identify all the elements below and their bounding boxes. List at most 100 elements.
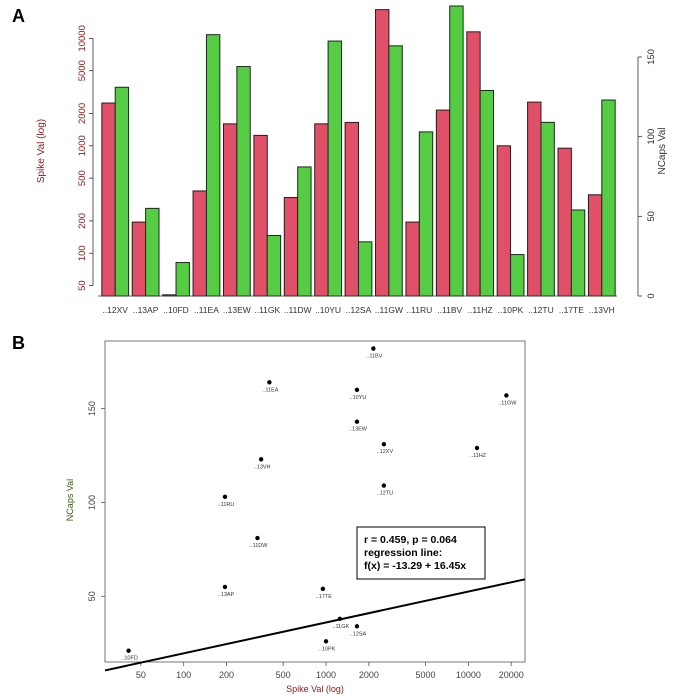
stats-line: f(x) = -13.29 + 16.45x (364, 560, 466, 572)
data-point (354, 387, 360, 393)
point-label: ..17TE (316, 594, 333, 600)
data-point (354, 419, 360, 424)
regression-line (104, 578, 526, 672)
bar-ncaps-6 (297, 166, 312, 297)
x-axis-title: Spike Val (log) (286, 684, 344, 694)
bar-spike-4 (222, 123, 238, 297)
point-label: ..11GW (498, 400, 517, 406)
bar-ncaps-0 (114, 86, 130, 297)
right-tick-label: 150 (646, 49, 657, 65)
panel-a-label: A (12, 6, 25, 26)
right-axis-title: NCaps Val (657, 127, 668, 174)
stats-box (356, 526, 486, 580)
x-tick-label: 200 (219, 670, 234, 680)
data-point (504, 393, 509, 398)
x-tick-label: ..12TU (528, 305, 554, 315)
point-label: ..10YU (350, 395, 367, 401)
bar-spike-7 (314, 123, 329, 297)
point-label: ..13VH (254, 464, 271, 470)
point-label: ..10PK (319, 646, 336, 652)
left-tick-label: 500 (77, 170, 88, 186)
point-label: ..12SA (350, 631, 367, 637)
point-label: ..11HZ (470, 453, 487, 459)
point-label: ..11BV (366, 354, 382, 360)
bar-ncaps-7 (327, 40, 342, 297)
x-tick-label: ..12SA (346, 305, 372, 315)
x-tick-label: 100 (176, 670, 191, 680)
x-tick-label: ..11DW (284, 305, 312, 315)
stats-line: regression line: (364, 547, 442, 559)
bar-spike-16 (587, 194, 603, 297)
x-tick-label: 5000 (415, 670, 435, 680)
point-label: ..10FD (121, 656, 138, 662)
point-label: ..11RU (218, 502, 235, 508)
x-tick-label: 10000 (456, 670, 481, 680)
x-tick-label: ..10PK (498, 305, 524, 315)
bar-spike-8 (344, 121, 360, 297)
data-point (126, 648, 131, 653)
y-axis-title: NCaps Val (65, 479, 75, 521)
point-label: ..11DW (250, 543, 269, 549)
data-point (381, 442, 387, 447)
x-tick-label: ..13VH (589, 305, 615, 315)
bar-spike-0 (101, 102, 116, 297)
x-tick-label: ..10YU (315, 305, 341, 315)
y-tick-label: 100 (87, 495, 97, 510)
x-tick-label: ..13EW (223, 305, 251, 315)
x-tick-label: ..11BV (437, 305, 462, 315)
point-label: ..13EW (349, 427, 368, 433)
bar-ncaps-14 (540, 121, 555, 297)
x-tick-label: 1000 (316, 670, 336, 680)
left-tick-label: 10000 (77, 25, 88, 51)
bar-ncaps-4 (236, 66, 251, 297)
data-point (381, 483, 387, 488)
bar-ncaps-8 (358, 241, 373, 297)
right-tick-label: 100 (646, 129, 657, 145)
left-tick-label: 100 (77, 245, 88, 261)
x-tick-label: 50 (136, 670, 146, 680)
x-tick-label: 500 (276, 670, 291, 680)
x-tick-label: ..12XV (102, 305, 128, 315)
y-tick-label: 50 (87, 591, 97, 601)
bar-ncaps-3 (205, 34, 221, 297)
panel-b-label: B (12, 333, 25, 353)
plot-frame (104, 340, 526, 663)
data-point (320, 586, 326, 591)
bar-spike-6 (283, 197, 299, 297)
bar-spike-5 (253, 134, 268, 297)
point-label: ..11EA (262, 387, 278, 393)
data-point (371, 346, 376, 351)
y-tick-label: 150 (87, 401, 97, 416)
data-point (474, 445, 480, 451)
bar-ncaps-2 (175, 262, 190, 297)
left-tick-label: 1000 (77, 135, 88, 156)
bar-spike-1 (131, 221, 147, 297)
bar-ncaps-10 (418, 131, 434, 297)
bar-ncaps-5 (266, 234, 282, 297)
data-point (255, 535, 260, 541)
bar-spike-15 (557, 147, 572, 297)
x-tick-label: ..11HZ (468, 305, 493, 315)
bar-ncaps-13 (510, 254, 525, 297)
data-point (323, 639, 329, 644)
point-label: ..11GK (332, 624, 349, 630)
left-tick-label: 2000 (77, 103, 88, 124)
x-tick-label: ..17TE (559, 305, 584, 315)
data-point (258, 457, 264, 462)
left-tick-label: 50 (77, 280, 88, 291)
bar-ncaps-16 (601, 99, 616, 297)
point-label: ..12TU (377, 491, 394, 497)
bar-ncaps-15 (570, 209, 586, 297)
data-point (222, 494, 228, 500)
bar-spike-13 (496, 145, 512, 297)
x-tick-label: ..10FD (163, 305, 189, 315)
point-label: ..12XV (377, 449, 394, 455)
x-tick-label: ..11GK (254, 305, 280, 315)
x-tick-label: ..13AP (133, 305, 159, 315)
point-label: ..13AP (218, 592, 235, 598)
x-tick-label: ..11GW (375, 305, 403, 315)
bar-spike-3 (192, 190, 207, 297)
bar-ncaps-11 (449, 5, 464, 297)
bar-spike-10 (405, 221, 420, 297)
